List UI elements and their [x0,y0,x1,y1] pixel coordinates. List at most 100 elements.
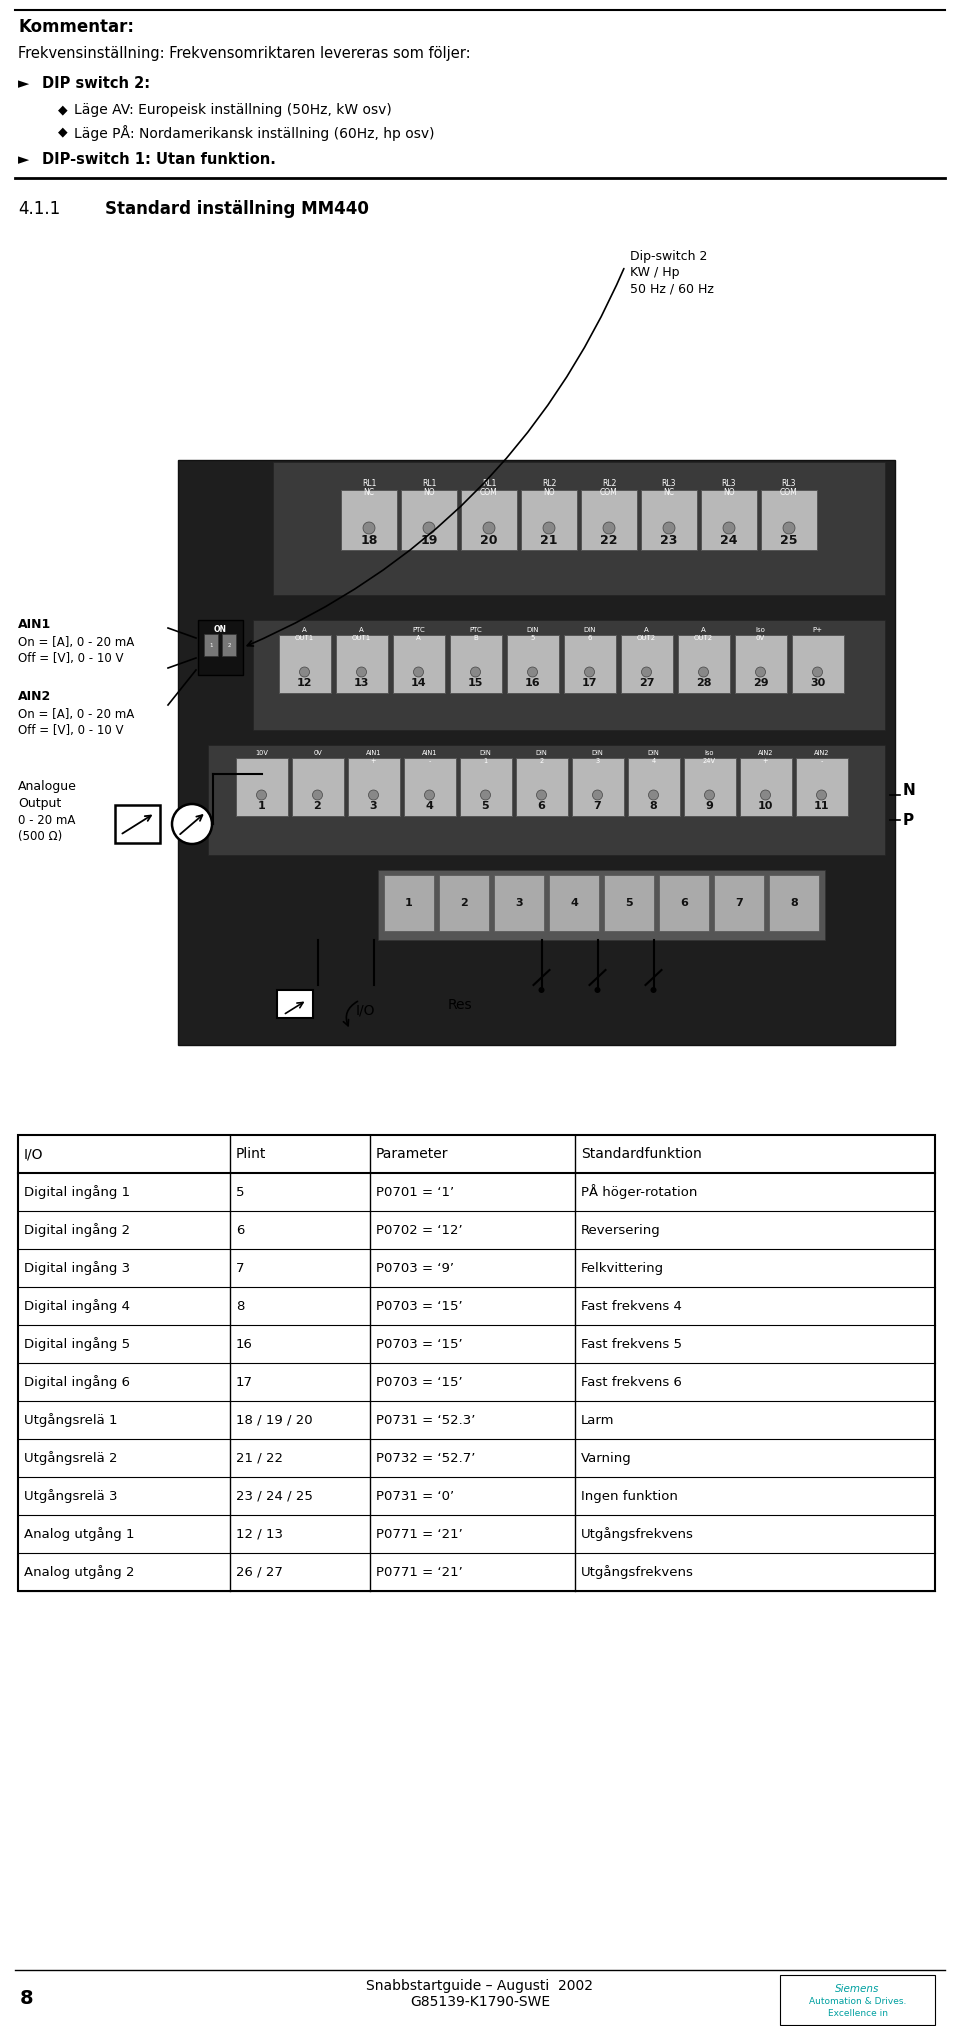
Text: NO: NO [423,488,435,496]
Text: DIN: DIN [584,626,596,632]
Text: AIN1: AIN1 [18,618,51,630]
Text: 0 - 20 mA: 0 - 20 mA [18,814,76,827]
Text: N: N [903,782,916,798]
Text: Analog utgång 2: Analog utgång 2 [24,1564,134,1578]
Bar [401,490,457,549]
Text: +: + [371,758,376,764]
Text: Digital ingång 5: Digital ingång 5 [24,1337,131,1351]
Text: 13: 13 [354,679,370,689]
Bar [253,620,885,729]
Circle shape [641,667,652,677]
Text: P0771 = ‘21’: P0771 = ‘21’ [376,1566,463,1578]
Bar [341,490,397,549]
Text: Fast frekvens 5: Fast frekvens 5 [581,1337,682,1351]
Text: A: A [359,626,364,632]
Text: 21: 21 [540,533,558,547]
Text: Fast frekvens 4: Fast frekvens 4 [581,1299,682,1313]
Text: Digital ingång 3: Digital ingång 3 [24,1260,131,1274]
Bar [659,875,709,932]
Circle shape [470,667,481,677]
Text: 4.1.1: 4.1.1 [18,201,60,219]
Text: 3: 3 [595,758,600,764]
Text: Digital ingång 6: Digital ingång 6 [24,1376,130,1390]
Text: 1: 1 [484,758,488,764]
Circle shape [356,667,367,677]
Circle shape [424,790,435,800]
Text: 30: 30 [810,679,826,689]
Text: 16: 16 [525,679,540,689]
Text: 6: 6 [588,634,591,640]
Text: 7: 7 [236,1262,245,1274]
Text: RL2: RL2 [541,478,556,488]
Text: 17: 17 [582,679,597,689]
Bar [714,875,764,932]
Bar [516,758,567,816]
Text: Iso: Iso [756,626,765,632]
Text: P0703 = ‘15’: P0703 = ‘15’ [376,1337,463,1351]
Circle shape [256,790,267,800]
Bar [549,875,599,932]
Bar [278,634,330,693]
Text: Digital ingång 2: Digital ingång 2 [24,1224,131,1238]
Bar [222,634,236,656]
Text: Ingen funktion: Ingen funktion [581,1489,678,1503]
Text: 28: 28 [696,679,711,689]
Text: Läge PÅ: Nordamerikansk inställning (60Hz, hp osv): Läge PÅ: Nordamerikansk inställning (60H… [74,126,435,142]
Text: Kommentar:: Kommentar: [18,18,134,36]
Text: COM: COM [780,488,798,496]
Bar [641,490,697,549]
Text: 6: 6 [680,898,688,908]
Text: 6: 6 [236,1224,245,1236]
Bar [791,634,844,693]
Text: 23: 23 [660,533,678,547]
Circle shape [651,987,657,993]
Text: RL1: RL1 [421,478,436,488]
Text: 11: 11 [814,800,829,810]
Text: B: B [473,634,478,640]
Circle shape [539,987,544,993]
Text: -: - [428,758,431,764]
Bar [277,991,313,1017]
Text: NC: NC [364,488,374,496]
Text: 7: 7 [593,800,601,810]
Text: On = [A], 0 - 20 mA: On = [A], 0 - 20 mA [18,636,134,648]
Text: ►: ► [18,77,29,91]
Text: P0731 = ‘0’: P0731 = ‘0’ [376,1489,454,1503]
Text: P0702 = ‘12’: P0702 = ‘12’ [376,1224,463,1236]
Text: COM: COM [600,488,618,496]
Circle shape [527,667,538,677]
Bar [292,758,344,816]
Text: Parameter: Parameter [376,1147,448,1161]
Text: 9: 9 [706,800,713,810]
Text: 2: 2 [314,800,322,810]
Circle shape [603,523,615,535]
Circle shape [663,523,675,535]
Circle shape [363,523,375,535]
Bar [769,875,819,932]
Circle shape [812,667,823,677]
Text: -: - [820,758,823,764]
Bar [684,758,735,816]
Text: 1: 1 [209,642,213,648]
Text: 12 / 13: 12 / 13 [236,1528,283,1540]
Text: I/O: I/O [355,1003,374,1017]
Text: 2: 2 [228,642,230,648]
Text: 25: 25 [780,533,798,547]
Circle shape [585,667,594,677]
Text: AIN1: AIN1 [366,750,381,756]
Text: RL3: RL3 [781,478,796,488]
Text: P0771 = ‘21’: P0771 = ‘21’ [376,1528,463,1540]
Text: Dip-switch 2: Dip-switch 2 [630,249,708,263]
Text: ◆: ◆ [58,103,67,115]
Text: 19: 19 [420,533,438,547]
Text: Plint: Plint [236,1147,266,1161]
Text: P0703 = ‘15’: P0703 = ‘15’ [376,1299,463,1313]
Circle shape [699,667,708,677]
Bar [348,758,399,816]
Text: DIN: DIN [591,750,604,756]
Bar [796,758,848,816]
Text: A: A [701,626,706,632]
Text: OUT2: OUT2 [694,634,713,640]
Text: 21 / 22: 21 / 22 [236,1451,283,1465]
Text: Digital ingång 1: Digital ingång 1 [24,1185,131,1199]
